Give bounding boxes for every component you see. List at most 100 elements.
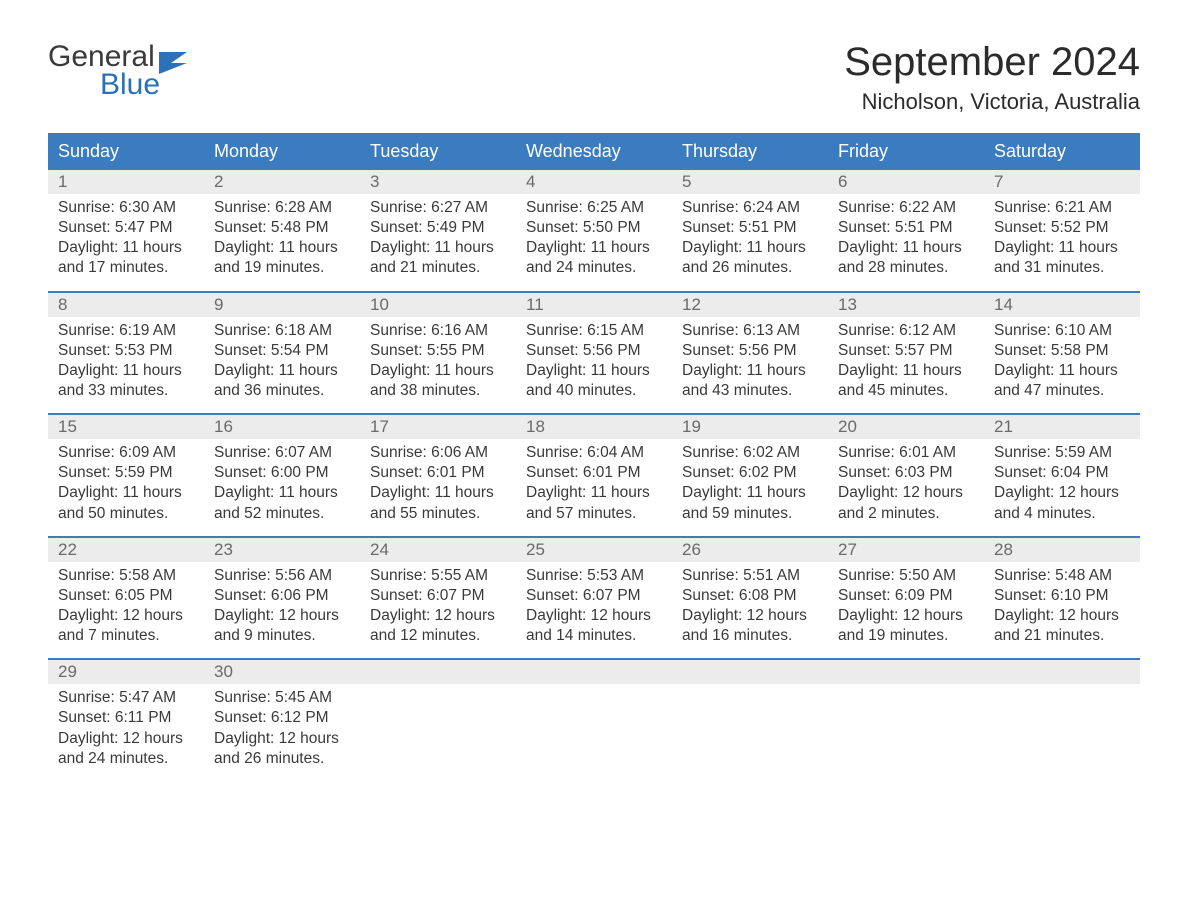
sunrise-text: Sunrise: 5:51 AM [682,566,818,586]
calendar-day: 26Sunrise: 5:51 AMSunset: 6:08 PMDayligh… [672,538,828,659]
daylight-text: Daylight: 11 hours and 38 minutes. [370,361,506,401]
header: General Blue September 2024 Nicholson, V… [48,40,1140,115]
day-number: 2 [204,170,360,194]
weekday-header: Wednesday [516,133,672,170]
sunrise-text: Sunrise: 6:13 AM [682,321,818,341]
day-number: 28 [984,538,1140,562]
day-details: Sunrise: 6:18 AMSunset: 5:54 PMDaylight:… [204,317,360,402]
day-number: 16 [204,415,360,439]
calendar-day: 2Sunrise: 6:28 AMSunset: 5:48 PMDaylight… [204,170,360,291]
daylight-text: Daylight: 11 hours and 33 minutes. [58,361,194,401]
day-number: 26 [672,538,828,562]
day-details: Sunrise: 6:13 AMSunset: 5:56 PMDaylight:… [672,317,828,402]
sunset-text: Sunset: 6:05 PM [58,586,194,606]
calendar-day: 4 Sunrise: 6:25 AMSunset: 5:50 PMDaylight… [516,170,672,291]
day-details: Sunrise: 5:56 AMSunset: 6:06 PMDaylight:… [204,562,360,647]
day-details: Sunrise: 6:27 AMSunset: 5:49 PMDaylight:… [360,194,516,279]
day-details: Sunrise: 6:10 AMSunset: 5:58 PMDaylight:… [984,317,1140,402]
calendar-week: 1Sunrise: 6:30 AMSunset: 5:47 PMDaylight… [48,170,1140,291]
day-details: Sunrise: 5:55 AMSunset: 6:07 PMDaylight:… [360,562,516,647]
calendar-day: 11Sunrise: 6:15 AMSunset: 5:56 PMDayligh… [516,293,672,414]
day-number: 24 [360,538,516,562]
calendar-week: 8Sunrise: 6:19 AMSunset: 5:53 PMDaylight… [48,291,1140,414]
day-details: Sunrise: 6:28 AMSunset: 5:48 PMDaylight:… [204,194,360,279]
sunset-text: Sunset: 5:48 PM [214,218,350,238]
calendar-day: 20Sunrise: 6:01 AMSunset: 6:03 PMDayligh… [828,415,984,536]
sunset-text: Sunset: 6:11 PM [58,708,194,728]
sunrise-text: Sunrise: 5:59 AM [994,443,1130,463]
daylight-text: Daylight: 11 hours and 43 minutes. [682,361,818,401]
calendar-day: 28Sunrise: 5:48 AMSunset: 6:10 PMDayligh… [984,538,1140,659]
day-number: 30 [204,660,360,684]
day-details: Sunrise: 6:01 AMSunset: 6:03 PMDaylight:… [828,439,984,524]
sunrise-text: Sunrise: 6:12 AM [838,321,974,341]
sunrise-text: Sunrise: 6:25 AM [526,198,662,218]
daylight-text: Daylight: 11 hours and 45 minutes. [838,361,974,401]
daylight-text: Daylight: 12 hours and 14 minutes. [526,606,662,646]
calendar-day: 5Sunrise: 6:24 AMSunset: 5:51 PMDaylight… [672,170,828,291]
daylight-text: Daylight: 12 hours and 9 minutes. [214,606,350,646]
daylight-text: Daylight: 11 hours and 47 minutes. [994,361,1130,401]
day-number: 11 [516,293,672,317]
sunrise-text: Sunrise: 6:24 AM [682,198,818,218]
sunset-text: Sunset: 5:49 PM [370,218,506,238]
sunrise-text: Sunrise: 5:47 AM [58,688,194,708]
calendar-day: 30 Sunrise: 5:45 AMSunset: 6:12 PMDayligh… [204,660,360,781]
logo-flag-icon [159,52,193,74]
calendar-day: 14Sunrise: 6:10 AMSunset: 5:58 PMDayligh… [984,293,1140,414]
day-number [828,660,984,684]
daylight-text: Daylight: 12 hours and 12 minutes. [370,606,506,646]
sunset-text: Sunset: 6:00 PM [214,463,350,483]
weekday-header: Friday [828,133,984,170]
daylight-text: Daylight: 11 hours and 19 minutes. [214,238,350,278]
day-number: 21 [984,415,1140,439]
day-number: 3 [360,170,516,194]
day-number: 4 [516,170,672,194]
day-number: 22 [48,538,204,562]
weekday-header: Thursday [672,133,828,170]
day-details: Sunrise: 6:22 AMSunset: 5:51 PMDaylight:… [828,194,984,279]
day-details: Sunrise: 6:30 AMSunset: 5:47 PMDaylight:… [48,194,204,279]
sunset-text: Sunset: 5:59 PM [58,463,194,483]
sunrise-text: Sunrise: 6:10 AM [994,321,1130,341]
calendar-day: 23Sunrise: 5:56 AMSunset: 6:06 PMDayligh… [204,538,360,659]
day-details: Sunrise: 6:21 AMSunset: 5:52 PMDaylight:… [984,194,1140,279]
daylight-text: Daylight: 11 hours and 57 minutes. [526,483,662,523]
sunrise-text: Sunrise: 5:45 AM [214,688,350,708]
daylight-text: Daylight: 11 hours and 17 minutes. [58,238,194,278]
month-title: September 2024 [844,40,1140,85]
daylight-text: Daylight: 12 hours and 19 minutes. [838,606,974,646]
sunset-text: Sunset: 6:12 PM [214,708,350,728]
calendar-day: 29 Sunrise: 5:47 AMSunset: 6:11 PMDayligh… [48,660,204,781]
day-details: Sunrise: 6:15 AMSunset: 5:56 PMDaylight:… [516,317,672,402]
daylight-text: Daylight: 12 hours and 21 minutes. [994,606,1130,646]
sunrise-text: Sunrise: 6:21 AM [994,198,1130,218]
calendar: SundayMondayTuesdayWednesdayThursdayFrid… [48,133,1140,781]
day-number: 9 [204,293,360,317]
day-details: Sunrise: 5:50 AMSunset: 6:09 PMDaylight:… [828,562,984,647]
daylight-text: Daylight: 11 hours and 55 minutes. [370,483,506,523]
daylight-text: Daylight: 11 hours and 24 minutes. [526,238,662,278]
calendar-day: 1Sunrise: 6:30 AMSunset: 5:47 PMDaylight… [48,170,204,291]
title-block: September 2024 Nicholson, Victoria, Aust… [844,40,1140,115]
sunset-text: Sunset: 6:04 PM [994,463,1130,483]
day-details: Sunrise: 6:16 AMSunset: 5:55 PMDaylight:… [360,317,516,402]
calendar-day: 8Sunrise: 6:19 AMSunset: 5:53 PMDaylight… [48,293,204,414]
sunset-text: Sunset: 6:07 PM [526,586,662,606]
day-number: 6 [828,170,984,194]
day-number: 29 [48,660,204,684]
calendar-day: 15Sunrise: 6:09 AMSunset: 5:59 PMDayligh… [48,415,204,536]
daylight-text: Daylight: 12 hours and 26 minutes. [214,729,350,769]
day-number: 1 [48,170,204,194]
sunset-text: Sunset: 6:08 PM [682,586,818,606]
sunrise-text: Sunrise: 5:53 AM [526,566,662,586]
sunrise-text: Sunrise: 6:15 AM [526,321,662,341]
sunset-text: Sunset: 5:47 PM [58,218,194,238]
sunset-text: Sunset: 5:55 PM [370,341,506,361]
day-number [984,660,1140,684]
sunset-text: Sunset: 5:50 PM [526,218,662,238]
sunrise-text: Sunrise: 6:22 AM [838,198,974,218]
sunrise-text: Sunrise: 5:48 AM [994,566,1130,586]
daylight-text: Daylight: 11 hours and 26 minutes. [682,238,818,278]
daylight-text: Daylight: 12 hours and 24 minutes. [58,729,194,769]
